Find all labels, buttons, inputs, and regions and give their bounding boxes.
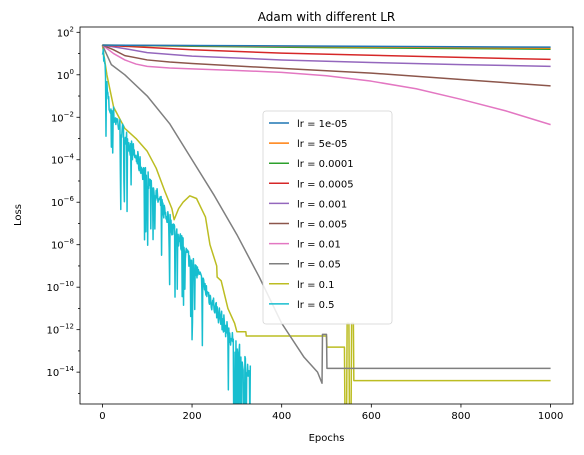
legend-label: lr = 0.05 bbox=[297, 260, 341, 271]
x-tick-label: 800 bbox=[451, 411, 470, 422]
legend-label: lr = 0.001 bbox=[297, 199, 347, 210]
chart-title: Adam with different LR bbox=[258, 10, 396, 24]
x-tick-label: 200 bbox=[182, 411, 201, 422]
x-tick-label: 400 bbox=[272, 411, 291, 422]
legend-label: lr = 1e-05 bbox=[297, 119, 347, 130]
series-line-lr-0-5 bbox=[101, 48, 252, 404]
y-tick-label: 10−2 bbox=[51, 110, 74, 124]
legend-label: lr = 0.01 bbox=[297, 240, 341, 251]
y-tick-label: 10−6 bbox=[51, 195, 75, 209]
x-axis-label: Epochs bbox=[309, 433, 345, 444]
legend-label: lr = 0.0005 bbox=[297, 179, 354, 190]
series-line-1 bbox=[102, 44, 551, 48]
y-tick-label: 10−14 bbox=[46, 365, 74, 379]
legend-label: lr = 0.0001 bbox=[297, 159, 354, 170]
y-axis: 102 100 10−2 10−4 10−6 10−8 10−10 10−12 10−14 bbox=[46, 25, 80, 394]
x-tick-label: 1000 bbox=[538, 411, 563, 422]
y-tick-label: 10−12 bbox=[46, 323, 74, 337]
series-line-5 bbox=[102, 44, 551, 68]
y-tick-label: 10−10 bbox=[46, 280, 74, 294]
legend-label: lr = 0.1 bbox=[297, 280, 335, 291]
y-tick-label: 10−4 bbox=[51, 153, 75, 167]
x-axis: 0 200 400 600 800 1000 bbox=[99, 404, 563, 422]
legend-label: lr = 0.5 bbox=[297, 300, 335, 311]
series-layer bbox=[101, 44, 551, 404]
series-line-8 bbox=[101, 44, 551, 384]
axes-frame bbox=[79, 26, 574, 405]
y-axis-label: Loss bbox=[13, 204, 24, 226]
x-tick-label: 600 bbox=[362, 411, 381, 422]
series-line-4 bbox=[102, 44, 551, 61]
y-tick-label: 102 bbox=[57, 25, 74, 39]
legend-label: lr = 5e-05 bbox=[297, 139, 347, 150]
series-line-7 bbox=[101, 44, 551, 126]
legend-label: lr = 0.005 bbox=[297, 220, 347, 231]
legend-box bbox=[262, 110, 393, 325]
y-tick-label: 100 bbox=[57, 68, 74, 82]
x-tick-label: 0 bbox=[99, 411, 105, 422]
legend: lr = 1e-05 lr = 5e-05 lr = 0.0001 lr = 0.00… bbox=[262, 110, 393, 325]
y-tick-label: 10−8 bbox=[51, 238, 74, 252]
series-line-6 bbox=[102, 44, 551, 87]
